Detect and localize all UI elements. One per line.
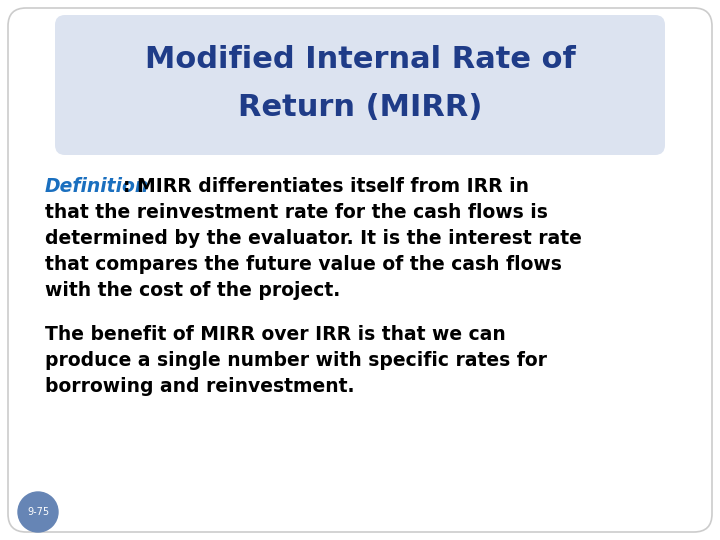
Text: Definition: Definition <box>45 177 149 196</box>
Text: Modified Internal Rate of: Modified Internal Rate of <box>145 45 575 75</box>
Text: with the cost of the project.: with the cost of the project. <box>45 281 341 300</box>
Text: that compares the future value of the cash flows: that compares the future value of the ca… <box>45 255 562 274</box>
Text: 9-75: 9-75 <box>27 507 49 517</box>
Text: : MIRR differentiates itself from IRR in: : MIRR differentiates itself from IRR in <box>123 177 529 196</box>
Text: determined by the evaluator. It is the interest rate: determined by the evaluator. It is the i… <box>45 229 582 248</box>
Text: that the reinvestment rate for the cash flows is: that the reinvestment rate for the cash … <box>45 203 548 222</box>
Text: Return (MIRR): Return (MIRR) <box>238 93 482 123</box>
FancyBboxPatch shape <box>8 8 712 532</box>
Text: produce a single number with specific rates for: produce a single number with specific ra… <box>45 351 547 370</box>
Text: The benefit of MIRR over IRR is that we can: The benefit of MIRR over IRR is that we … <box>45 325 505 344</box>
FancyBboxPatch shape <box>55 15 665 155</box>
Text: borrowing and reinvestment.: borrowing and reinvestment. <box>45 377 354 396</box>
Circle shape <box>18 492 58 532</box>
